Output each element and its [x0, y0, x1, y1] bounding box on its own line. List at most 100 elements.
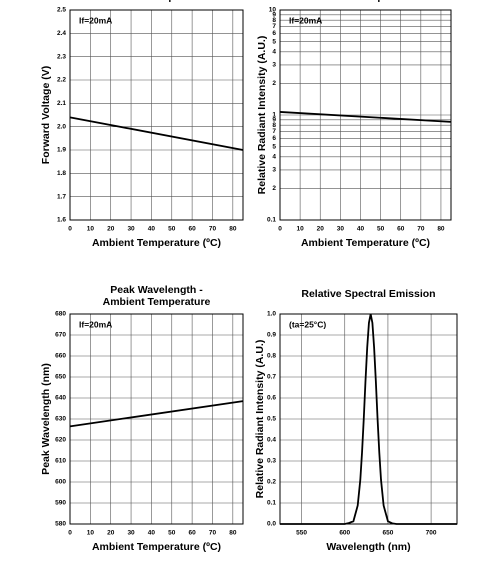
y-tick-label: 5 — [272, 38, 276, 45]
x-tick-label: 60 — [189, 530, 197, 537]
y-axis-label: Relative Radiant Intensity (A.U.) — [256, 36, 268, 195]
x-tick-label: 10 — [87, 530, 95, 537]
x-tick-label: 0 — [278, 226, 282, 233]
y-tick-label: 0.0 — [267, 521, 276, 528]
y-tick-label: 4 — [272, 154, 276, 161]
x-tick-label: 0 — [68, 530, 72, 537]
y-axis-label: Relative Radiant Intensity (A.U.) — [254, 340, 266, 499]
chart-title: Peak Wavelength -Ambient Temperature — [103, 284, 211, 308]
y-tick-label: 4 — [272, 49, 276, 56]
x-tick-label: 0 — [68, 226, 72, 233]
y-tick-label: 6 — [272, 30, 276, 37]
y-tick-label: 10 — [269, 7, 277, 14]
chart-title: Relative Spectral Emission — [301, 288, 435, 300]
y-tick-label: 3 — [272, 62, 276, 69]
x-tick-label: 10 — [87, 226, 95, 233]
y-tick-label: 2 — [272, 80, 276, 87]
y-tick-label: 8 — [272, 17, 276, 24]
y-tick-label: 650 — [55, 374, 66, 381]
y-tick-label: 9 — [272, 117, 276, 124]
x-tick-label: 20 — [107, 226, 115, 233]
x-tick-label: 50 — [168, 530, 176, 537]
x-tick-label: 80 — [229, 226, 237, 233]
x-tick-label: 40 — [148, 226, 156, 233]
y-tick-label: 7 — [272, 128, 276, 135]
x-tick-label: 30 — [127, 226, 135, 233]
annotation: If=20mA — [79, 319, 112, 329]
y-tick-label: 0.8 — [267, 353, 276, 360]
y-tick-label: 2.1 — [57, 100, 66, 107]
y-tick-label: 2.4 — [57, 30, 66, 37]
y-tick-label: 580 — [55, 521, 66, 528]
y-tick-label: 660 — [55, 353, 66, 360]
x-tick-label: 70 — [417, 226, 425, 233]
annotation: If=20mA — [289, 15, 322, 25]
y-tick-label: 0.4 — [267, 437, 276, 444]
data-line — [69, 400, 244, 428]
plot-frame — [279, 9, 452, 221]
y-tick-label: 3 — [272, 167, 276, 174]
y-tick-label: 680 — [55, 311, 66, 318]
y-tick-label: 620 — [55, 437, 66, 444]
y-tick-label: 0.6 — [267, 395, 276, 402]
y-tick-label: 2 — [272, 185, 276, 192]
y-tick-label: 1.9 — [57, 147, 66, 154]
title-line: Ambient Temperature — [103, 296, 211, 308]
x-tick-label: 40 — [357, 226, 365, 233]
y-tick-label: 1.0 — [267, 311, 276, 318]
x-tick-label: 700 — [426, 530, 437, 537]
data-line — [279, 111, 452, 123]
x-tick-label: 600 — [339, 530, 350, 537]
y-tick-label: 1.7 — [57, 193, 66, 200]
y-tick-label: 0.1 — [267, 217, 276, 224]
y-tick-label: 0.1 — [267, 500, 276, 507]
y-tick-label: 0.7 — [267, 374, 276, 381]
title-line: Ambient Temperature — [312, 0, 420, 3]
y-tick-label: 670 — [55, 332, 66, 339]
y-tick-label: 2.0 — [57, 123, 66, 130]
data-line — [69, 116, 244, 151]
title-line: Relative Spectral Emission — [301, 288, 435, 300]
y-tick-label: 630 — [55, 416, 66, 423]
y-tick-label: 0.3 — [267, 458, 276, 465]
y-tick-label: 5 — [272, 143, 276, 150]
y-tick-label: 590 — [55, 500, 66, 507]
data-line — [280, 313, 457, 525]
y-axis-label: Forward Voltage (V) — [40, 66, 52, 164]
y-tick-label: 2.5 — [57, 7, 66, 14]
plot-frame — [69, 313, 244, 525]
plot-frame — [279, 313, 458, 525]
x-tick-label: 20 — [107, 530, 115, 537]
x-tick-label: 650 — [382, 530, 393, 537]
chart-title: Ambient Temperature — [312, 0, 420, 3]
x-tick-label: 80 — [437, 226, 445, 233]
chart-title: Ambient Temperature — [103, 0, 211, 3]
x-tick-label: 50 — [168, 226, 176, 233]
x-tick-label: 70 — [209, 530, 217, 537]
x-tick-label: 20 — [317, 226, 325, 233]
x-tick-label: 40 — [148, 530, 156, 537]
x-axis-label: Ambient Temperature (ºC) — [92, 541, 221, 553]
y-axis-label: Peak Wavelength (nm) — [40, 363, 52, 475]
y-tick-label: 1.8 — [57, 170, 66, 177]
y-tick-label: 1 — [272, 112, 276, 119]
y-tick-label: 610 — [55, 458, 66, 465]
y-tick-label: 2.3 — [57, 53, 66, 60]
x-tick-label: 80 — [229, 530, 237, 537]
y-tick-label: 8 — [272, 122, 276, 129]
x-axis-label: Ambient Temperature (ºC) — [92, 237, 221, 249]
y-tick-label: 0.2 — [267, 479, 276, 486]
x-axis-label: Wavelength (nm) — [326, 541, 410, 553]
x-tick-label: 50 — [377, 226, 385, 233]
y-tick-label: 600 — [55, 479, 66, 486]
annotation: (ta=25°C) — [289, 319, 326, 329]
x-tick-label: 10 — [297, 226, 305, 233]
x-tick-label: 30 — [337, 226, 345, 233]
x-tick-label: 550 — [296, 530, 307, 537]
y-tick-label: 0.5 — [267, 416, 276, 423]
plot-frame — [69, 9, 244, 221]
y-tick-label: 9 — [272, 12, 276, 19]
title-line: Peak Wavelength - — [110, 284, 203, 296]
x-tick-label: 30 — [127, 530, 135, 537]
